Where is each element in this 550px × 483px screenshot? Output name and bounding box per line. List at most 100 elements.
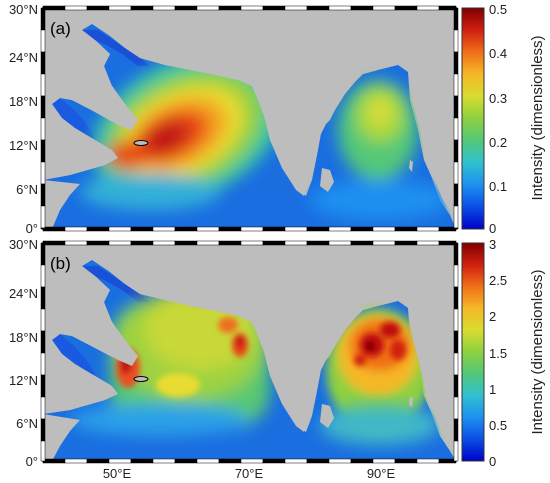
panel-a-checker-h xyxy=(416,5,440,11)
panel-b-checker-h xyxy=(130,458,154,464)
land-b xyxy=(43,243,456,461)
y-tick-a-12n: 12°N xyxy=(9,138,38,153)
panel-a-checker-h xyxy=(284,226,308,232)
panel-b-checker-h xyxy=(218,240,242,246)
panel-a-checker-h xyxy=(350,226,374,232)
panel-a-checker-h xyxy=(350,5,374,11)
panel-a-checker-v xyxy=(453,227,459,230)
panel-a-checker-h xyxy=(218,5,242,11)
panel-b-checker-h xyxy=(64,240,88,246)
panel-a-checker-v xyxy=(453,29,459,53)
y-tick-a-18n: 18°N xyxy=(9,94,38,109)
panel-b-checker-h xyxy=(328,240,352,246)
panel-a-checker-h xyxy=(196,226,220,232)
y-tick-a-0: 0° xyxy=(26,221,38,236)
persian-gulf-b xyxy=(82,266,150,302)
x-tick-50e: 50°E xyxy=(103,466,132,481)
cb-b-tick-5: 0.5 xyxy=(489,418,507,433)
panel-b-checker-v xyxy=(453,352,459,376)
panel-a-checker-h xyxy=(130,5,154,11)
panel-a-checker-h xyxy=(152,226,176,232)
panel-b-checker-v xyxy=(40,286,46,310)
panel-b-checker-v xyxy=(40,396,46,420)
panel-b-checker-h xyxy=(328,458,352,464)
panel-b-checker-h xyxy=(218,458,242,464)
y-tick-b-18n: 18°N xyxy=(9,330,38,345)
panel-b-checker-h xyxy=(284,458,308,464)
y-tick-b-12n: 12°N xyxy=(9,373,38,388)
panel-a-checker-v xyxy=(40,139,46,163)
red-sea-a xyxy=(52,98,95,140)
colorbar-a-ticks: 0.5 0.4 0.3 0.2 0.1 0 xyxy=(489,2,507,236)
panel-b-checker-h xyxy=(394,240,418,246)
panel-a-checker-v xyxy=(453,183,459,207)
panel-b-checker-h xyxy=(438,458,457,464)
panel-a-checker-v xyxy=(40,73,46,97)
panel-b-checker-h xyxy=(130,240,154,246)
colorbar-b-ramp xyxy=(461,242,485,462)
panel-a-checker-h xyxy=(86,5,110,11)
panel-b-checker-v xyxy=(453,440,459,462)
panel-b-border-checker xyxy=(40,240,459,464)
panel-b-checker-v xyxy=(453,396,459,420)
land-a xyxy=(43,8,456,229)
panel-b-checker-h xyxy=(284,240,308,246)
panel-b-checker-h xyxy=(86,240,110,246)
panel-a-checker-h xyxy=(174,226,198,232)
panel-b-checker-v xyxy=(453,286,459,310)
y-tick-a-24n: 24°N xyxy=(9,50,38,65)
panel-a xyxy=(40,5,459,232)
panel-a-checker-v xyxy=(453,139,459,163)
panel-b-checker-h xyxy=(438,240,457,246)
panel-b-checker-h xyxy=(152,458,176,464)
panel-b-checker-v xyxy=(40,440,46,462)
socotra-island-a xyxy=(133,140,149,146)
persian-gulf-a xyxy=(82,30,150,66)
panel-b-checker-h xyxy=(42,458,66,464)
cb-a-tick-3: 0.2 xyxy=(489,135,507,150)
panel-a-checker-h xyxy=(152,5,176,11)
panel-b-checker-v xyxy=(40,418,46,442)
panel-b-checker-h xyxy=(306,458,330,464)
panel-b-checker-h xyxy=(174,240,198,246)
panel-a-checker-h xyxy=(108,226,132,232)
panel-a-checker-h xyxy=(372,5,396,11)
panel-a-checker-h xyxy=(416,226,440,232)
panel-a-checker-h xyxy=(438,226,457,232)
cb-a-tick-0: 0.5 xyxy=(489,2,507,17)
cb-b-tick-2: 2 xyxy=(489,309,496,324)
x-ticks: 50°E 70°E 90°E xyxy=(103,466,396,481)
panel-b-checker-h xyxy=(394,458,418,464)
panel-b-checker-h xyxy=(196,458,220,464)
panel-b-checker-h xyxy=(240,458,264,464)
panel-a-checker-h xyxy=(306,226,330,232)
panel-a-checker-h xyxy=(64,5,88,11)
panel-b-checker-v xyxy=(40,242,46,266)
cb-b-tick-6: 0 xyxy=(489,454,496,469)
panel-a-checker-v xyxy=(40,161,46,185)
panel-a-checker-v xyxy=(40,183,46,207)
panel-a-checker-v xyxy=(40,51,46,75)
panel-b-checker-v xyxy=(40,330,46,354)
panel-b-checker-v xyxy=(40,374,46,398)
panel-a-checker-h xyxy=(284,5,308,11)
cb-b-tick-3: 1.5 xyxy=(489,346,507,361)
panel-a-checker-h xyxy=(64,226,88,232)
panel-b-checker-v xyxy=(40,352,46,376)
panel-a-checker-h xyxy=(86,226,110,232)
panel-a-checker-h xyxy=(262,5,286,11)
panel-a-checker-h xyxy=(174,5,198,11)
y-tick-b-24n: 24°N xyxy=(9,286,38,301)
colorbar-a-ramp xyxy=(461,7,485,230)
y-tick-b-6n: 6°N xyxy=(16,416,38,431)
cb-b-tick-1: 2.5 xyxy=(489,273,507,288)
panel-a-checker-v xyxy=(453,7,459,31)
panel-a-checker-h xyxy=(394,5,418,11)
panel-a-checker-v xyxy=(40,7,46,31)
panel-b-y-ticks: 30°N 24°N 18°N 12°N 6°N 0° xyxy=(9,237,38,469)
panel-b-checker-h xyxy=(262,458,286,464)
panel-a-map xyxy=(43,8,456,229)
panel-b-tag: (b) xyxy=(50,254,71,273)
panel-a-checker-h xyxy=(196,5,220,11)
